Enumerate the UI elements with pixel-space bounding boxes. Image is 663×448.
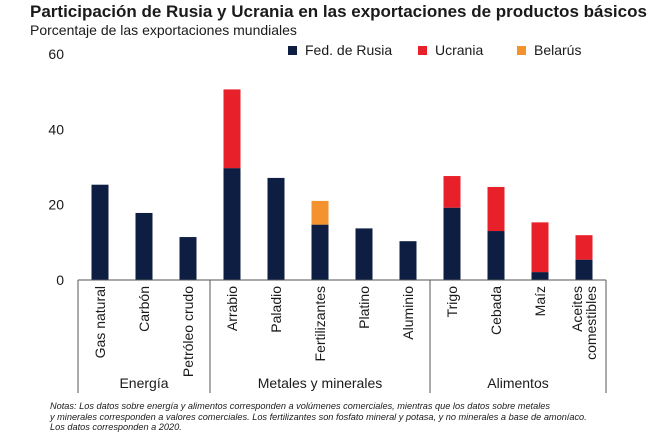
x-tick-label: Cebada	[488, 286, 504, 335]
group-label: Metales y minerales	[258, 375, 383, 391]
chart-title: Participación de Rusia y Ucrania en las …	[30, 2, 647, 21]
bar-segment	[311, 200, 329, 225]
bar-segment	[223, 89, 241, 169]
x-tick-label: Maíz	[532, 286, 548, 316]
bar-segment	[355, 228, 373, 280]
x-tick-label: Platino	[356, 286, 372, 329]
bar-segment	[179, 237, 197, 280]
notes-line-2: y minerales corresponden a valores comer…	[50, 411, 587, 422]
legend-label-belarus: Belarús	[534, 42, 582, 58]
legend-item-russia: Fed. de Rusia	[288, 42, 392, 58]
bar-segment	[223, 168, 241, 280]
bar-segment	[531, 222, 549, 273]
bar-segment	[91, 184, 109, 280]
chart-notes: Notas: Los datos sobre energía y aliment…	[50, 401, 650, 433]
notes-line-3: Los datos corresponden a 2020.	[50, 422, 182, 432]
x-tick-label: Fertilizantes	[312, 286, 328, 361]
notes-line-1: Notas: Los datos sobre energía y aliment…	[50, 401, 550, 411]
bar-segment	[267, 177, 285, 280]
x-tick-label: Paladio	[268, 286, 284, 333]
x-tick-label: Petróleo crudo	[180, 286, 196, 377]
bar-segment	[531, 272, 549, 280]
bar-segment	[487, 186, 505, 232]
bar-segment	[443, 207, 461, 280]
chart-subtitle: Porcentaje de las exportaciones mundiale…	[30, 22, 297, 38]
x-tick-label: Gas natural	[92, 286, 108, 358]
bar-segment	[575, 259, 593, 280]
legend-swatch-russia	[288, 45, 297, 55]
legend-swatch-belarus	[517, 45, 526, 55]
x-tick-label: Carbón	[136, 286, 152, 332]
bar-segment	[487, 231, 505, 280]
x-tick-label: Aluminio	[400, 286, 416, 340]
x-tick-label: Trigo	[444, 286, 460, 318]
group-label: Alimentos	[487, 375, 548, 391]
bar-segment	[135, 212, 153, 280]
y-tick-label: 20	[48, 197, 64, 213]
bar-segment	[575, 235, 593, 260]
y-tick-label: 60	[48, 46, 64, 62]
bar-segment	[443, 176, 461, 208]
legend-item-belarus: Belarús	[517, 42, 581, 58]
legend-label-russia: Fed. de Rusia	[305, 42, 393, 58]
legend-item-ukraine: Ucrania	[418, 42, 483, 58]
bar-segment	[311, 224, 329, 280]
y-tick-label: 40	[48, 121, 64, 137]
bar-segment	[399, 241, 417, 280]
x-tick-label: Aceitescomestibles	[569, 286, 599, 360]
chart-legend: Fed. de Rusia Ucrania Belarús	[0, 42, 663, 62]
x-tick-label: Arrabio	[224, 286, 240, 331]
legend-label-ukraine: Ucrania	[435, 42, 484, 58]
y-tick-label: 0	[56, 272, 64, 288]
group-label: Energía	[119, 375, 168, 391]
legend-swatch-ukraine	[418, 45, 427, 55]
